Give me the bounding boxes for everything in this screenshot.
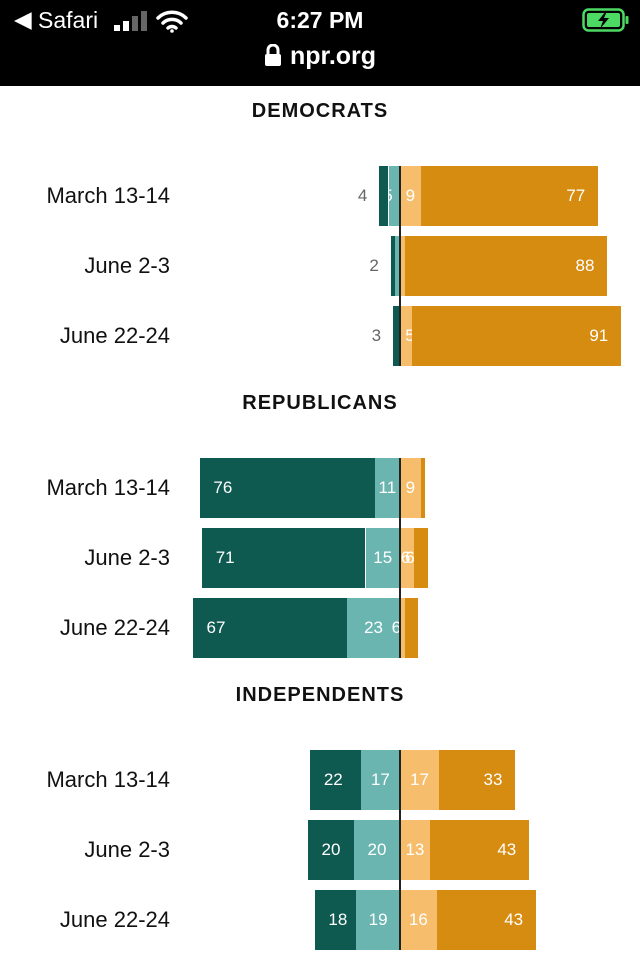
- value-label-democrats-june-22-24-strong-oppose: 3: [371, 326, 382, 345]
- row-label-republicans-june-22-24: June 22-24: [59, 615, 170, 640]
- bar-republicans-june-2-3-support: [400, 528, 414, 588]
- url-text: npr.org: [289, 42, 377, 70]
- bar-democrats-march-13-14-strong-oppose: [379, 166, 389, 226]
- value-label-republicans-june-22-24-strong-support: 6: [391, 618, 402, 637]
- back-arrow-icon[interactable]: ◀: [14, 6, 32, 32]
- value-label-independents-june-22-24-support: 16: [408, 910, 428, 929]
- value-label-republicans-june-2-3-strong-oppose: 71: [215, 548, 235, 567]
- center-axis-democrats: [399, 166, 401, 366]
- value-label-independents-june-2-3-strong-support: 43: [497, 840, 517, 859]
- value-label-independents-march-13-14-strong-support: 33: [483, 770, 503, 789]
- value-label-republicans-march-13-14-oppose: 11: [378, 478, 397, 497]
- bar-democrats-june-2-3-oppose: [395, 236, 400, 296]
- bar-republicans-june-22-24-oppose: [347, 598, 400, 658]
- value-label-independents-june-2-3-oppose: 20: [367, 840, 387, 859]
- value-label-democrats-june-2-3-strong-oppose: 2: [369, 256, 379, 275]
- value-label-republicans-june-22-24-strong-oppose: 67: [206, 618, 226, 637]
- value-label-democrats-june-22-24-support: 5: [405, 326, 415, 345]
- address-bar[interactable]: npr.org: [0, 42, 640, 71]
- value-label-independents-june-22-24-strong-support: 43: [504, 910, 524, 929]
- bar-democrats-june-22-24-strong-oppose: [393, 306, 400, 366]
- bar-democrats-june-2-3-strong-support: [404, 236, 607, 296]
- bar-independents-march-13-14-strong-support: [439, 750, 515, 810]
- row-label-independents-june-22-24: June 22-24: [59, 907, 170, 932]
- value-label-independents-june-22-24-strong-oppose: 18: [328, 910, 348, 929]
- value-label-republicans-june-2-3-support: 6: [405, 548, 415, 567]
- bar-republicans-june-2-3-strong-oppose: [202, 528, 366, 588]
- value-label-republicans-march-13-14-strong-oppose: 76: [213, 478, 233, 497]
- value-label-democrats-june-22-24-strong-support: 91: [589, 326, 609, 345]
- value-label-democrats-march-13-14-strong-oppose: 4: [357, 186, 368, 205]
- value-label-republicans-march-13-14-support: 9: [405, 478, 416, 497]
- signal-icon: [114, 11, 147, 31]
- bar-independents-june-2-3-strong-support: [429, 820, 529, 880]
- row-label-republicans-march-13-14: March 13-14: [46, 475, 170, 500]
- bar-republicans-march-13-14-strong-oppose: [199, 458, 375, 518]
- status-bar: ◀ Safari 6:27 PM npr.org: [0, 0, 640, 86]
- bar-republicans-june-2-3-strong-support: [413, 528, 428, 588]
- value-label-independents-march-13-14-support: 17: [410, 770, 430, 789]
- bar-democrats-june-22-24-support: [400, 306, 412, 366]
- clock: 6:27 PM: [276, 7, 364, 33]
- value-label-republicans-june-2-3-oppose: 15: [373, 548, 393, 567]
- bar-independents-march-13-14-oppose: [360, 750, 400, 810]
- bar-democrats-march-13-14-support: [400, 166, 421, 226]
- bar-independents-june-2-3-oppose: [354, 820, 400, 880]
- bar-independents-march-13-14-strong-oppose: [310, 750, 361, 810]
- bar-republicans-june-22-24-strong-support: [404, 598, 419, 658]
- bar-democrats-june-22-24-strong-support: [411, 306, 621, 366]
- value-label-independents-june-22-24-oppose: 19: [368, 910, 388, 929]
- section-title-republicans: REPUBLICANS: [242, 392, 398, 414]
- value-label-democrats-march-13-14-support: 9: [405, 186, 416, 205]
- bar-republicans-march-13-14-support: [400, 458, 421, 518]
- bar-republicans-june-2-3-oppose: [365, 528, 400, 588]
- bar-independents-june-2-3-support: [400, 820, 430, 880]
- center-axis-republicans: [399, 458, 401, 658]
- lock-icon: [264, 44, 281, 66]
- bar-independents-june-22-24-strong-oppose: [314, 890, 357, 950]
- back-to-app-label[interactable]: Safari: [38, 7, 99, 33]
- row-label-democrats-march-13-14: March 13-14: [46, 183, 170, 208]
- bar-republicans-june-22-24-support: [400, 598, 405, 658]
- section-title-democrats: DEMOCRATS: [251, 100, 389, 122]
- value-label-republicans-june-22-24-oppose: 23: [364, 618, 384, 637]
- bar-democrats-june-2-3-support: [400, 236, 405, 296]
- bar-republicans-march-13-14-strong-support: [420, 458, 426, 518]
- value-label-independents-march-13-14-strong-oppose: 22: [323, 770, 343, 789]
- bar-democrats-march-13-14-strong-support: [420, 166, 598, 226]
- section-title-independents: INDEPENDENTS: [235, 684, 405, 706]
- value-label-republicans-june-2-3-strong-support: 6: [400, 548, 411, 567]
- bar-republicans-march-13-14-oppose: [374, 458, 400, 518]
- row-label-democrats-june-22-24: June 22-24: [59, 323, 170, 348]
- value-label-independents-june-2-3-support: 13: [405, 840, 425, 859]
- battery-charging-icon: [582, 8, 629, 32]
- value-label-democrats-march-13-14-strong-support: 77: [566, 186, 586, 205]
- value-label-independents-june-2-3-strong-oppose: 20: [321, 840, 341, 859]
- value-label-independents-march-13-14-oppose: 17: [370, 770, 390, 789]
- row-label-democrats-june-2-3: June 2-3: [84, 253, 170, 278]
- bar-independents-march-13-14-support: [400, 750, 440, 810]
- center-axis-independents: [399, 750, 401, 950]
- bar-independents-june-22-24-oppose: [356, 890, 400, 950]
- bar-democrats-march-13-14-oppose: [388, 166, 400, 226]
- bar-democrats-june-2-3-strong-oppose: [390, 236, 396, 296]
- value-label-democrats-june-2-3-strong-support: 88: [575, 256, 595, 275]
- diverging-bar-charts: DEMOCRATS March 13-14 5 4 9 77 June 2-3 2 88 June…: [0, 86, 640, 977]
- wifi-icon: [156, 10, 188, 33]
- row-label-independents-june-2-3: June 2-3: [84, 837, 170, 862]
- bar-independents-june-22-24-support: [400, 890, 437, 950]
- row-label-republicans-june-2-3: June 2-3: [84, 545, 170, 570]
- bar-independents-june-22-24-strong-support: [436, 890, 536, 950]
- bar-republicans-june-22-24-strong-oppose: [193, 598, 348, 658]
- bar-independents-june-2-3-strong-oppose: [308, 820, 354, 880]
- row-label-independents-march-13-14: March 13-14: [46, 767, 170, 792]
